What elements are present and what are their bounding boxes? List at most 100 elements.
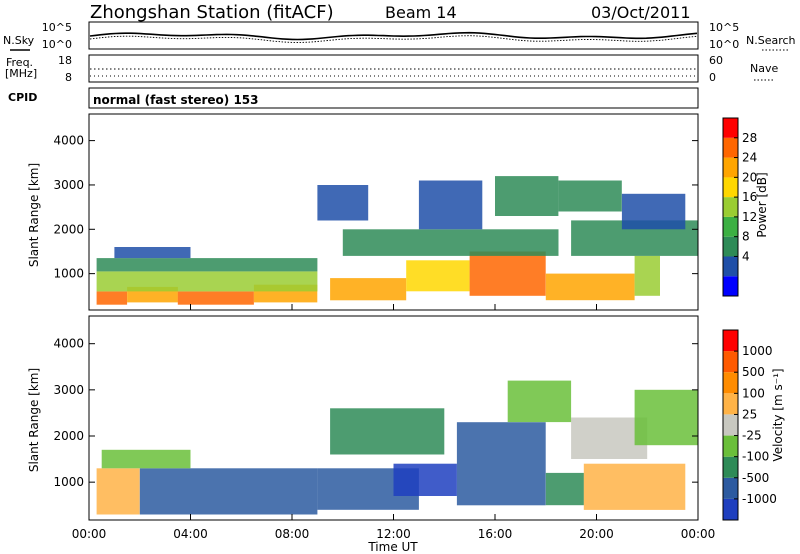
nsearch-trace [89, 35, 698, 43]
y-tick-label: 3000 [53, 383, 84, 397]
colorbar-segment [723, 372, 738, 394]
cpid-label: CPID [8, 91, 37, 104]
noise-right-tick-bottom: 10^0 [709, 38, 739, 51]
colorbar-tick-label: 8 [742, 230, 750, 244]
data-cell [101, 449, 191, 469]
y-tick-label: 3000 [53, 178, 84, 192]
colorbar-tick-label: 100 [742, 386, 765, 400]
nsky-label: N.Sky [3, 34, 35, 47]
data-cell [139, 468, 318, 515]
colorbar-segment [723, 118, 738, 138]
data-cell [634, 389, 698, 446]
freq-panel [88, 54, 699, 83]
data-cell [406, 260, 470, 292]
cpid-panel [88, 87, 699, 109]
data-cell [177, 291, 254, 305]
freq-label-1: Freq. [6, 56, 33, 69]
nsearch-label: N.Search [746, 34, 796, 47]
colorbar-segment [723, 414, 738, 436]
y-tick-label: 2000 [53, 222, 84, 236]
x-tick-label: 12:00 [376, 527, 411, 541]
colorbar-segment [723, 456, 738, 478]
velocity-panel: 1000 2000 3000 4000 Slant Range [km] 00:00 0… [27, 315, 785, 541]
noise-left-tick-top: 10^5 [42, 21, 72, 34]
power-colorbar-label: Power [dB] [755, 172, 769, 237]
velocity-y-axis-label: Slant Range [km] [27, 368, 41, 472]
x-tick-label: 16:00 [478, 527, 513, 541]
velocity-colorbar [722, 329, 739, 521]
data-cell [393, 463, 457, 496]
power-y-axis-label: Slant Range [km] [27, 163, 41, 267]
power-data-cells [96, 176, 698, 305]
data-cell [342, 229, 559, 256]
colorbar-segment [723, 236, 738, 257]
colorbar-tick-label: 20 [742, 170, 757, 184]
colorbar-segment [723, 256, 738, 277]
colorbar-tick-label: 12 [742, 210, 757, 224]
noise-right-tick-top: 10^5 [709, 21, 739, 34]
data-cell [114, 247, 191, 259]
data-cell [469, 251, 546, 296]
data-cell [96, 291, 128, 305]
data-cell [330, 278, 407, 301]
y-tick-label: 1000 [53, 475, 84, 489]
power-panel: 1000 2000 3000 4000 Slant Range [km] 28 24 20… [27, 113, 769, 311]
velocity-data-cells [96, 380, 698, 515]
y-tick-label: 4000 [53, 337, 84, 351]
noise-left-tick-bottom: 10^0 [42, 38, 72, 51]
data-cell [418, 180, 483, 230]
data-cell [96, 258, 318, 272]
data-cell [495, 176, 559, 216]
colorbar-tick-label: -100 [742, 450, 769, 464]
colorbar-segment [723, 351, 738, 373]
colorbar-tick-label: 4 [742, 249, 750, 263]
colorbar-segment [723, 498, 738, 520]
colorbar-segment [723, 197, 738, 217]
colorbar-tick-label: 1000 [742, 344, 773, 358]
colorbar-segment [723, 330, 738, 352]
data-cell [571, 417, 648, 459]
power-colorbar [722, 117, 739, 297]
data-cell [583, 463, 686, 510]
y-tick-label: 1000 [53, 267, 84, 281]
noise-panel [88, 21, 699, 50]
date-title: 03/Oct/2011 [591, 3, 691, 22]
freq-label-2: [MHz] [5, 67, 37, 80]
colorbar-segment [723, 276, 738, 296]
colorbar-tick-label: -500 [742, 471, 769, 485]
colorbar-segment [723, 477, 738, 499]
data-cell [96, 468, 140, 515]
x-axis-label: Time UT [367, 540, 418, 554]
cpid-text: normal (fast stereo) 153 [93, 93, 259, 107]
colorbar-tick-label: -1000 [742, 492, 777, 506]
nave-label: Nave [750, 62, 778, 75]
colorbar-segment [723, 393, 738, 415]
data-cell [456, 422, 546, 506]
data-cell [634, 255, 660, 296]
x-tick-label: 00:00 [72, 527, 107, 541]
colorbar-tick-label: 500 [742, 365, 765, 379]
data-cell [545, 472, 584, 506]
x-tick-label: 08:00 [275, 527, 310, 541]
colorbar-frame [722, 329, 739, 521]
data-cell [621, 193, 686, 230]
beam-title: Beam 14 [385, 3, 457, 22]
data-cell [545, 273, 635, 301]
colorbar-segment [723, 435, 738, 457]
x-tick-label: 04:00 [173, 527, 208, 541]
x-tick-label: 20:00 [579, 527, 614, 541]
colorbar-segment [723, 157, 738, 178]
colorbar-frame [722, 117, 739, 297]
colorbar-segment [723, 216, 738, 237]
nave-tick-top: 60 [709, 54, 723, 67]
station-title: Zhongshan Station (fitACF) [90, 2, 334, 23]
freq-tick-top: 18 [58, 54, 72, 67]
colorbar-tick-label: 25 [742, 407, 757, 421]
y-tick-label: 2000 [53, 429, 84, 443]
colorbar-segment [723, 177, 738, 198]
y-tick-label: 4000 [53, 134, 84, 148]
x-tick-label: 00:00 [681, 527, 716, 541]
data-cell [558, 180, 622, 212]
velocity-colorbar-label: Velocity [m s⁻¹] [771, 368, 785, 461]
